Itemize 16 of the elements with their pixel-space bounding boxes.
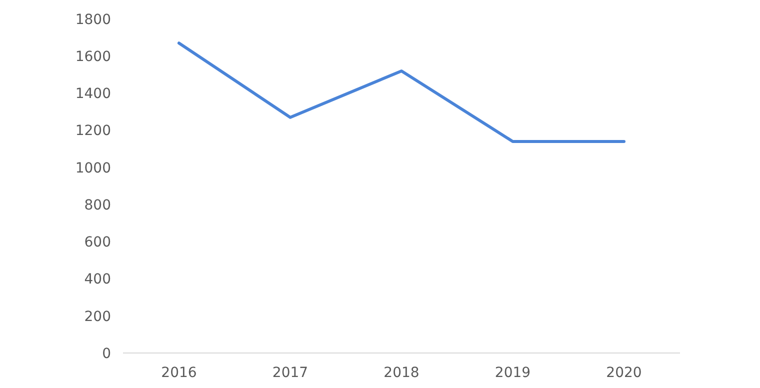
x-tick-label: 2019: [494, 365, 531, 381]
y-tick-label: 1000: [75, 160, 111, 176]
y-tick-label: 1600: [75, 49, 111, 66]
x-tick-label: 2016: [161, 365, 197, 381]
y-tick-label: 1400: [75, 86, 111, 102]
y-tick-label: 400: [84, 272, 111, 288]
line-series: [178, 42, 626, 143]
y-tick-label: 800: [84, 197, 111, 214]
x-tick-label: 2017: [272, 365, 308, 381]
y-tick-label: 200: [84, 308, 111, 325]
x-tick-label: 2020: [606, 365, 642, 381]
y-tick-label: 1200: [75, 123, 111, 140]
y-tick-label: 600: [84, 234, 111, 251]
y-tick-label: 0: [102, 346, 111, 362]
y-tick-label: 1800: [75, 12, 111, 28]
x-tick-label: 2018: [384, 365, 420, 381]
